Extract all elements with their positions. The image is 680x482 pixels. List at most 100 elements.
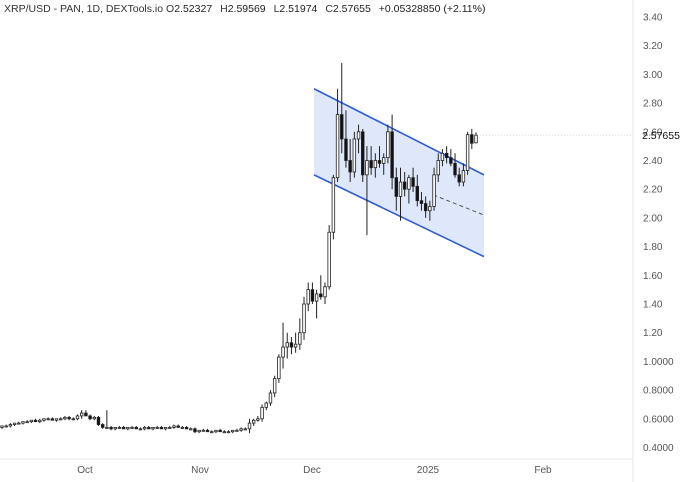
candle-body [331,177,336,233]
candle-body [251,419,256,424]
candle-body [159,427,164,430]
candle-body [79,412,84,417]
candle-body [100,424,105,428]
candle-body [369,160,373,169]
candle [302,296,306,340]
candle [25,420,29,424]
candle-body [222,431,227,434]
candle [415,174,419,207]
candle [12,422,17,426]
candle [298,318,302,350]
candle-body [256,418,260,421]
candle-body [33,419,38,423]
candle [453,153,457,178]
candle [356,124,361,154]
candle [411,167,415,193]
candle-body [176,425,180,428]
candle [264,401,268,411]
candle-body [21,421,25,424]
candle [251,418,256,426]
candle-body [361,131,365,176]
close-value: 2.57655 [332,3,371,15]
candle-body [474,134,478,144]
candle-body [398,181,403,197]
candle-body [428,206,432,212]
candle [285,332,289,359]
candle-body [42,418,46,421]
candle-body [67,416,71,420]
candle-body [402,181,407,190]
candle-body [126,427,130,430]
candle-body [247,422,252,430]
candle [369,146,373,175]
candle [159,425,164,430]
candle [344,110,348,168]
candle [17,421,21,425]
candle-body [272,378,277,394]
candle [109,425,113,431]
y-tick-label: 0.4000 [643,443,674,454]
candle-body [386,131,390,159]
candle [130,425,134,429]
change-value: +0.05328850 (+2.11%) [378,3,486,15]
candle [436,153,440,183]
open-value: 2.52327 [174,3,213,15]
candle-body [121,427,126,430]
candle [314,289,319,319]
candle [71,417,76,421]
candle-body [163,427,168,430]
candle [96,415,101,426]
candle-body [407,177,411,190]
channel-upper-line [313,88,485,176]
y-tick-label: 3.40 [643,13,663,24]
candle [327,225,331,290]
candle [461,163,466,187]
y-tick-label: 2.20 [643,185,663,196]
y-tick-label: 0.6000 [643,414,674,425]
channel-lower-line [313,174,485,258]
candle-body [298,332,302,345]
candle-body [50,418,55,421]
candle [231,429,235,434]
candle [281,322,285,369]
candle-body [189,428,193,431]
candle [289,337,294,355]
candle-body [92,416,96,420]
candle [306,282,310,312]
candle [377,146,382,168]
candle-body [142,427,147,430]
candle [201,428,206,432]
candle [168,425,172,429]
candle [361,128,365,183]
candle-body [285,342,289,348]
candle-body [155,427,159,429]
candle [444,146,449,164]
candle [147,425,151,430]
candle-body [352,138,357,173]
close-label: C [325,3,333,15]
candle-body [4,425,8,428]
channel-layer [313,88,485,258]
candle [33,418,38,423]
candle [184,425,189,430]
open-label: O [166,3,175,15]
candle [373,153,378,178]
candle-body [231,429,235,433]
candles-layer [0,62,478,434]
candle-body [63,416,67,420]
candle [243,427,247,431]
candle-body [210,431,214,434]
candle [79,410,84,419]
candle-body [327,231,331,288]
candle-body [356,131,361,140]
candle-body [314,293,319,302]
candle [247,418,252,434]
candle-body [71,418,76,421]
candle [121,425,126,430]
candle-body [12,422,17,425]
candle-body [38,419,42,423]
candle-body [84,412,88,417]
candle-body [436,160,440,176]
candle-body [382,157,386,164]
